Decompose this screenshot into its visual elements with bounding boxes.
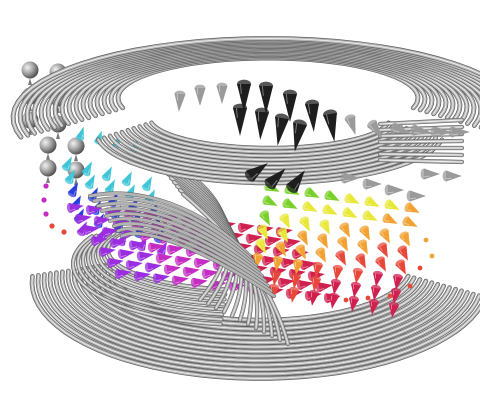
small-dot-glyph	[43, 211, 48, 216]
small-dot-glyph	[418, 266, 423, 271]
gray-cone-glyph-base	[217, 83, 228, 90]
gray-sphere-glyph	[22, 62, 39, 79]
gray-sphere-stem	[46, 153, 50, 160]
gray-cone-glyph-base	[407, 191, 414, 202]
gray-cone-glyph-base	[431, 127, 438, 138]
small-dot-glyph	[61, 229, 66, 234]
small-dot-glyph	[49, 223, 54, 228]
gray-sphere-stem	[56, 132, 60, 139]
gray-cone-glyph-shine	[197, 88, 198, 94]
gray-cone-glyph-base	[443, 171, 450, 182]
gray-cone-glyph-base	[449, 127, 456, 138]
gray-cone-glyph-base	[341, 173, 348, 184]
small-dot-glyph	[424, 238, 429, 243]
gray-sphere-glyph	[40, 160, 57, 177]
gray-cone-glyph-base	[363, 179, 370, 190]
small-dot-glyph	[43, 183, 48, 188]
gray-sphere-stem	[74, 154, 78, 161]
dark-cone-glyph-base	[233, 104, 247, 113]
dark-cone-glyph-base	[259, 82, 273, 91]
small-dot-glyph	[366, 296, 371, 301]
gray-cone-glyph-base	[195, 85, 206, 92]
small-dot-glyph	[41, 197, 46, 202]
dark-cone-glyph-base	[237, 80, 251, 89]
top-streamline-tubes	[13, 39, 480, 184]
small-dot-glyph	[344, 298, 349, 303]
gray-cone-glyph-base	[385, 185, 392, 196]
gray-sphere-stem	[46, 176, 50, 183]
gray-cone-glyph-shine	[219, 86, 220, 92]
gray-sphere-stem	[28, 78, 32, 85]
small-dot-glyph	[408, 284, 413, 289]
small-dot-glyph	[430, 254, 435, 259]
dark-cone-glyph-base	[283, 90, 297, 99]
gray-cone-glyph-base	[421, 169, 428, 180]
gray-sphere-glyph	[40, 137, 57, 154]
small-dot-glyph	[388, 294, 393, 299]
